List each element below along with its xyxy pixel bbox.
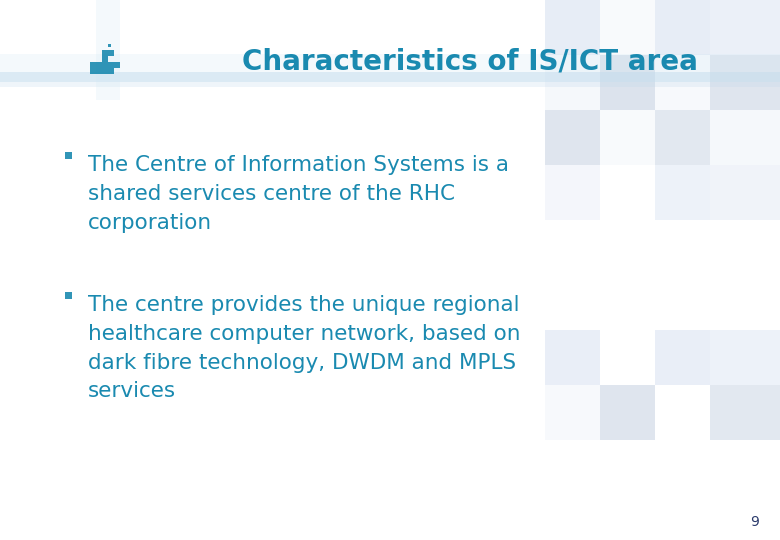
- Bar: [600, 55, 655, 110]
- Bar: [90, 68, 96, 74]
- Bar: [655, 165, 710, 220]
- Text: 9: 9: [750, 515, 760, 529]
- Bar: [90, 62, 96, 68]
- Bar: [102, 50, 108, 56]
- Bar: [102, 68, 108, 74]
- Bar: [0, 72, 780, 82]
- Bar: [710, 165, 780, 220]
- Bar: [655, 55, 710, 110]
- Bar: [710, 385, 780, 440]
- Bar: [65, 292, 72, 299]
- Bar: [0, 54, 780, 82]
- Text: The Centre of Information Systems is a
shared services centre of the RHC
corpora: The Centre of Information Systems is a s…: [88, 155, 509, 233]
- Bar: [600, 110, 655, 165]
- Bar: [108, 50, 114, 56]
- Bar: [545, 165, 600, 220]
- Bar: [655, 330, 710, 385]
- Bar: [108, 68, 114, 74]
- Bar: [96, 62, 102, 68]
- Bar: [108, 44, 111, 47]
- Bar: [96, 68, 102, 74]
- Text: Characteristics of IS/ICT area: Characteristics of IS/ICT area: [242, 48, 698, 76]
- Bar: [545, 330, 600, 385]
- Bar: [102, 62, 108, 68]
- Bar: [545, 110, 600, 165]
- Text: The centre provides the unique regional
healthcare computer network, based on
da: The centre provides the unique regional …: [88, 295, 520, 401]
- Bar: [545, 385, 600, 440]
- Bar: [655, 110, 710, 165]
- Bar: [710, 55, 780, 110]
- Bar: [0, 82, 780, 87]
- Bar: [108, 62, 114, 68]
- Bar: [545, 55, 600, 110]
- Bar: [114, 62, 120, 68]
- Bar: [545, 0, 600, 55]
- Bar: [655, 0, 710, 55]
- Bar: [600, 385, 655, 440]
- Bar: [96, 0, 120, 100]
- Bar: [65, 152, 72, 159]
- Bar: [600, 0, 655, 55]
- Bar: [710, 110, 780, 165]
- Bar: [710, 330, 780, 385]
- Bar: [102, 56, 108, 62]
- Bar: [710, 0, 780, 55]
